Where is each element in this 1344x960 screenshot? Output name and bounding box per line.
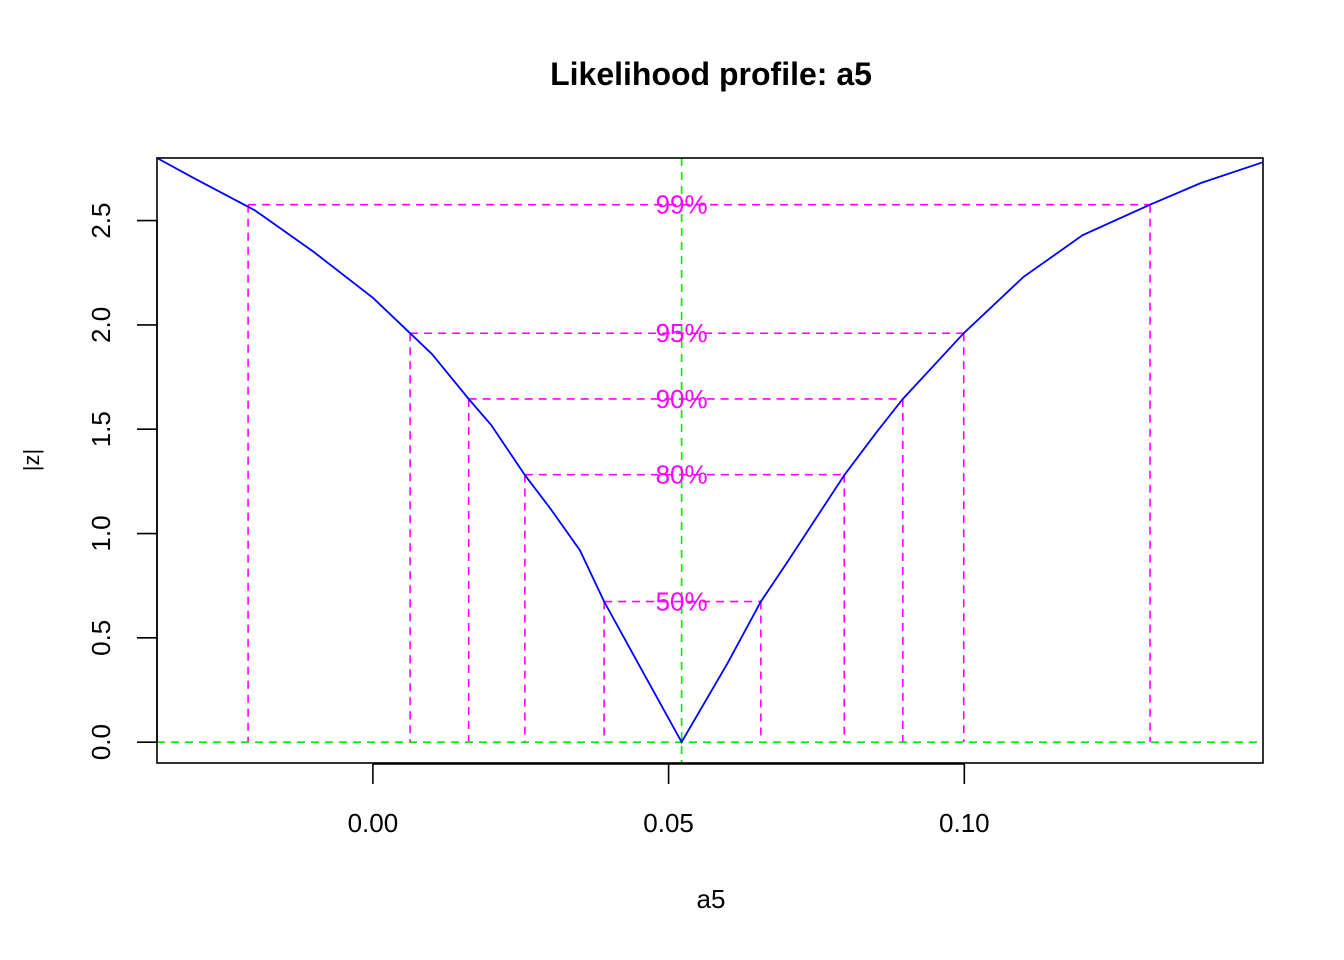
reference-lines <box>157 158 1263 763</box>
y-tick-label-4: 2.0 <box>86 307 116 343</box>
ci-label-4: 99% <box>656 190 708 220</box>
ci-label-1: 80% <box>656 460 708 490</box>
y-tick-label-5: 2.5 <box>86 203 116 239</box>
axes: 0.00 0.05 0.10 0.0 0.5 1.0 1.5 2.0 2.5 <box>86 157 1264 838</box>
x-tick-label-0: 0.00 <box>348 808 399 838</box>
ci-label-3: 95% <box>656 318 708 348</box>
y-tick-label-1: 0.5 <box>86 620 116 656</box>
x-tick-label-1: 0.05 <box>643 808 694 838</box>
x-tick-label-2: 0.10 <box>939 808 990 838</box>
plot-frame <box>156 157 1264 764</box>
profile-curve-layer <box>156 157 1264 744</box>
ci-labels: 50% 80% 90% 95% 99% <box>656 190 708 617</box>
y-tick-label-0: 0.0 <box>86 724 116 760</box>
confidence-intervals <box>247 203 1151 743</box>
y-tick-label-3: 1.5 <box>86 411 116 447</box>
y-tick-label-2: 1.0 <box>86 515 116 551</box>
profile-curve <box>156 157 1264 744</box>
x-axis-label: a5 <box>696 884 726 914</box>
chart-title: Likelihood profile: a5 <box>550 56 872 92</box>
ci-label-2: 90% <box>656 384 708 414</box>
ci-label-0: 50% <box>656 587 708 617</box>
